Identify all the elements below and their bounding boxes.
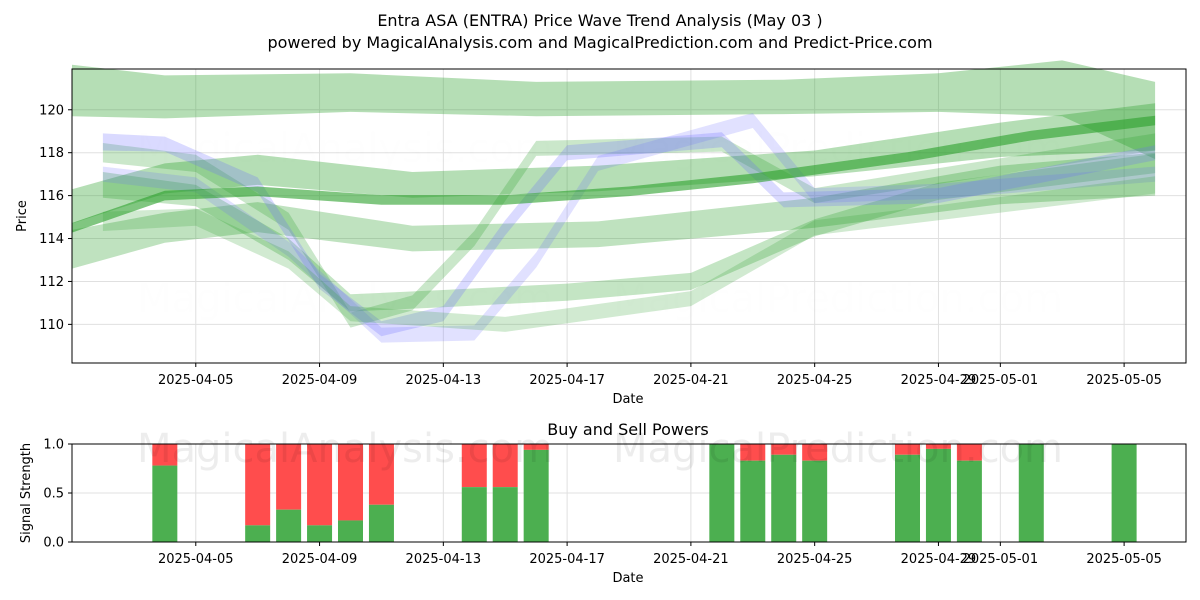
price-x-tick-label: 2025-04-05 <box>158 373 234 388</box>
sell-bar <box>338 444 363 521</box>
wave-band-5 <box>102 133 1156 328</box>
wave-band-1 <box>72 60 1156 160</box>
sell-bar <box>895 444 920 455</box>
sell-bar <box>245 444 271 526</box>
buy-bar <box>1018 444 1044 542</box>
buy-bar <box>152 465 178 542</box>
buy-bar <box>771 454 797 542</box>
price-wave-bands <box>72 60 1156 343</box>
price-y-label: Price <box>15 200 30 232</box>
sell-bar <box>307 444 333 526</box>
buy-bar <box>802 460 828 542</box>
signal-y-label: Signal Strength <box>19 443 34 543</box>
watermark-text: MagicalPrediction.com <box>613 426 1063 472</box>
signal-x-tick-label: 2025-05-01 <box>963 552 1039 567</box>
signal-y-tick-label: 1.0 <box>43 438 64 453</box>
price-y-tick-label: 120 <box>39 103 64 118</box>
signal-title: Buy and Sell Powers <box>547 420 709 439</box>
sell-bar <box>461 444 487 488</box>
price-x-tick-label: 2025-04-17 <box>529 373 605 388</box>
signal-x-tick-label: 2025-05-05 <box>1086 552 1162 567</box>
price-grid <box>72 69 1186 363</box>
price-x-tick-label: 2025-04-29 <box>901 373 977 388</box>
buy-bar <box>523 449 549 542</box>
buy-bar <box>307 525 333 542</box>
wave-band-7 <box>102 113 1156 343</box>
price-x-ticks: 2025-04-05 2025-04-09 2025-04-13 2025-04-17… <box>158 363 1162 388</box>
signal-x-label: Date <box>612 571 643 586</box>
chart-title: Entra ASA (ENTRA) Price Wave Trend Analy… <box>377 11 822 30</box>
signal-x-tick-label: 2025-04-29 <box>901 552 977 567</box>
buy-bar <box>245 525 271 542</box>
signal-panel: Buy and Sell Powers MagicalAnalysis.com M… <box>19 420 1187 586</box>
price-x-tick-label: 2025-04-21 <box>653 373 729 388</box>
price-panel: MagicalAnalysis.com MagicalPrediction.com… <box>15 60 1187 407</box>
chart-subtitle: powered by MagicalAnalysis.com and Magic… <box>267 33 932 52</box>
signal-y-tick-label: 0.0 <box>43 536 64 551</box>
buy-bar <box>956 460 982 542</box>
watermark-text: MagicalAnalysis.com <box>137 426 553 472</box>
price-y-tick-label: 118 <box>39 146 64 161</box>
signal-bars <box>152 444 1137 542</box>
watermark-text: MagicalAnalysis.com <box>137 276 553 322</box>
watermark-text: MagicalPrediction.com <box>613 276 1063 322</box>
signal-x-tick-label: 2025-04-25 <box>777 552 853 567</box>
buy-bar <box>461 487 487 542</box>
wave-band-4 <box>102 153 1156 312</box>
signal-x-tick-label: 2025-04-21 <box>653 552 729 567</box>
sell-bar <box>368 444 394 505</box>
watermark-text: MagicalPrediction.com <box>613 126 1063 172</box>
price-x-tick-label: 2025-05-01 <box>963 373 1039 388</box>
sell-bar <box>492 444 518 488</box>
watermark-text: MagicalAnalysis.com <box>137 126 553 172</box>
signal-x-tick-label: 2025-04-05 <box>158 552 234 567</box>
buy-bar <box>1111 444 1137 542</box>
signal-y-tick-label: 0.5 <box>43 487 64 502</box>
price-y-ticks: 110 112 114 116 118 120 <box>39 103 72 333</box>
signal-x-ticks: 2025-04-05 2025-04-09 2025-04-13 2025-04-17… <box>158 542 1162 567</box>
wave-band-3 <box>72 152 1156 269</box>
buy-bar <box>709 444 735 542</box>
sell-bar <box>152 444 178 466</box>
buy-bar <box>276 509 302 542</box>
buy-bar <box>895 454 920 542</box>
signal-x-tick-label: 2025-04-17 <box>529 552 605 567</box>
signal-watermarks: MagicalAnalysis.com MagicalPrediction.com <box>137 426 1063 472</box>
sell-bar <box>925 444 951 449</box>
price-x-tick-label: 2025-04-09 <box>282 373 358 388</box>
price-x-label: Date <box>612 392 643 407</box>
buy-bar <box>338 520 363 542</box>
price-y-tick-label: 116 <box>39 189 64 204</box>
price-x-tick-label: 2025-04-25 <box>777 373 853 388</box>
sell-bar <box>523 444 549 450</box>
buy-bar <box>740 460 766 542</box>
wave-band-2 <box>72 103 1156 224</box>
wave-band-8 <box>102 176 1156 332</box>
signal-x-tick-label: 2025-04-09 <box>282 552 358 567</box>
sell-bar <box>276 444 302 510</box>
buy-bar <box>492 487 518 542</box>
buy-bar <box>925 448 951 542</box>
price-y-tick-label: 110 <box>39 318 64 333</box>
signal-x-tick-label: 2025-04-13 <box>406 552 482 567</box>
price-x-tick-label: 2025-05-05 <box>1086 373 1162 388</box>
sell-bar <box>771 444 797 455</box>
price-x-tick-label: 2025-04-13 <box>406 373 482 388</box>
price-y-tick-label: 114 <box>39 232 64 247</box>
buy-bar <box>368 504 394 542</box>
sell-bar <box>802 444 828 461</box>
price-axes-frame <box>71 68 1187 364</box>
sell-bar <box>740 444 766 461</box>
price-y-tick-label: 112 <box>39 275 64 290</box>
sell-bar <box>956 444 982 461</box>
signal-y-ticks: 0.0 0.5 1.0 <box>43 438 72 551</box>
